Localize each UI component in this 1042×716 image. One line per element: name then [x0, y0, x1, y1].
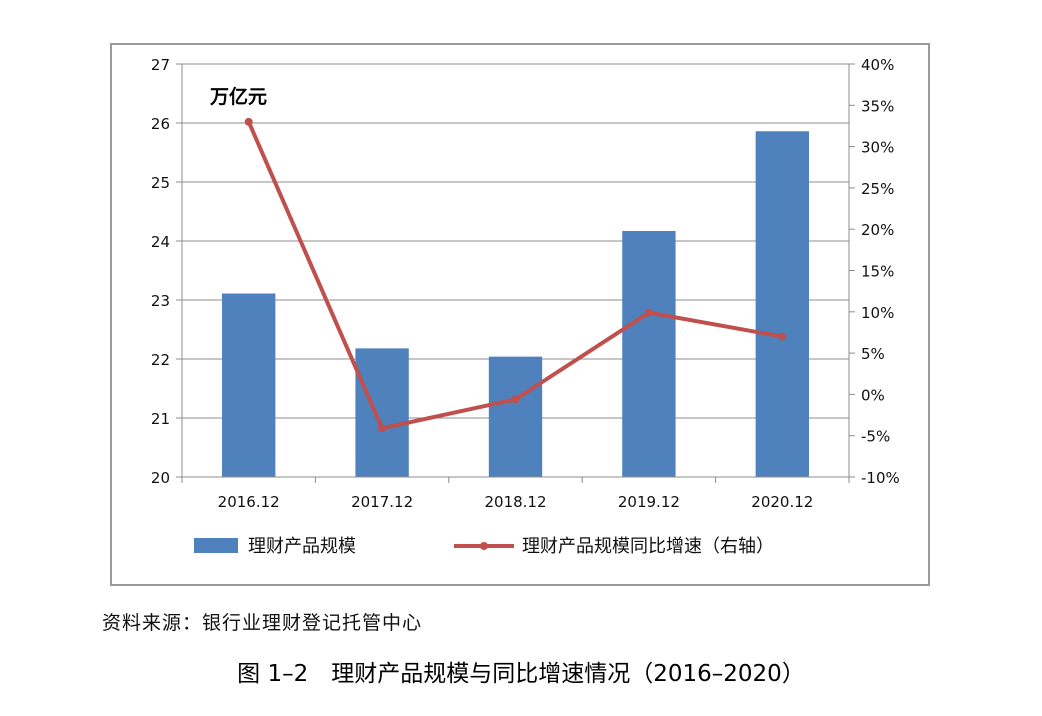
right-axis-tick-label: 25% [861, 180, 894, 198]
bar-2018.12 [488, 356, 543, 477]
growth-point-2018.12 [511, 395, 520, 404]
right-axis-tick-label: -5% [861, 428, 890, 446]
left-axis-tick-label: 24 [151, 233, 170, 251]
x-axis-tick-label: 2016.12 [218, 493, 280, 511]
x-axis-tick-label: 2017.12 [351, 493, 413, 511]
gridlines [182, 63, 849, 419]
figure-caption: 图 1–2 理财产品规模与同比增速情况（2016–2020） [237, 661, 805, 687]
left-axis-tick-label: 27 [151, 56, 170, 74]
source-note: 资料来源：银行业理财登记托管中心 [102, 612, 423, 634]
growth-point-2020.12 [778, 332, 787, 341]
right-axis-tick-label: 35% [861, 97, 894, 115]
bar-2017.12 [355, 348, 409, 477]
legend-swatch-marker [480, 542, 488, 550]
left-axis-tick-label: 20 [151, 469, 170, 487]
right-axis-tick-label: 0% [861, 386, 885, 404]
chart-frame: 20 21 22 23 24 25 26 27 -10% -5% 0% 5% 10% 15% 20% 25% 3… [110, 43, 930, 586]
x-axis-tick-label: 2019.12 [618, 493, 680, 511]
legend-swatch-bar [194, 538, 238, 553]
growth-point-2016.12 [244, 117, 253, 126]
right-axis-tick-label: 10% [861, 304, 894, 322]
right-axis-tick-label: 20% [861, 221, 894, 239]
left-axis-unit-label: 万亿元 [209, 85, 267, 108]
left-axis-tick-label: 23 [151, 292, 170, 310]
left-axis-tick-label: 22 [151, 351, 170, 369]
bar-2019.12 [622, 230, 676, 477]
tick-labels: 20 21 22 23 24 25 26 27 -10% -5% 0% 5% 10% 15% 20% 25% 3… [151, 56, 900, 511]
growth-line [244, 117, 787, 433]
right-axis-tick-label: -10% [861, 469, 900, 487]
x-axis-tick-label: 2020.12 [751, 493, 813, 511]
axes [176, 63, 855, 483]
growth-point-2019.12 [644, 308, 653, 317]
legend: 理财产品规模 理财产品规模同比增速（右轴） [194, 536, 774, 557]
x-axis-tick-label: 2018.12 [484, 493, 546, 511]
bar-2020.12 [755, 131, 809, 477]
right-axis-tick-label: 15% [861, 263, 894, 281]
growth-point-2017.12 [378, 424, 387, 433]
left-axis-tick-label: 21 [151, 410, 170, 428]
bars [222, 131, 809, 477]
chart-svg: 20 21 22 23 24 25 26 27 -10% -5% 0% 5% 10% 15% 20% 25% 3… [151, 56, 900, 557]
right-axis-tick-label: 40% [861, 56, 894, 74]
right-axis-tick-label: 5% [861, 345, 885, 363]
legend-label-bar: 理财产品规模 [248, 536, 356, 557]
bar-2016.12 [222, 293, 276, 477]
legend-label-line: 理财产品规模同比增速（右轴） [522, 536, 774, 557]
right-axis-tick-label: 30% [861, 139, 894, 157]
left-axis-tick-label: 26 [151, 115, 170, 133]
left-axis-tick-label: 25 [151, 174, 170, 192]
